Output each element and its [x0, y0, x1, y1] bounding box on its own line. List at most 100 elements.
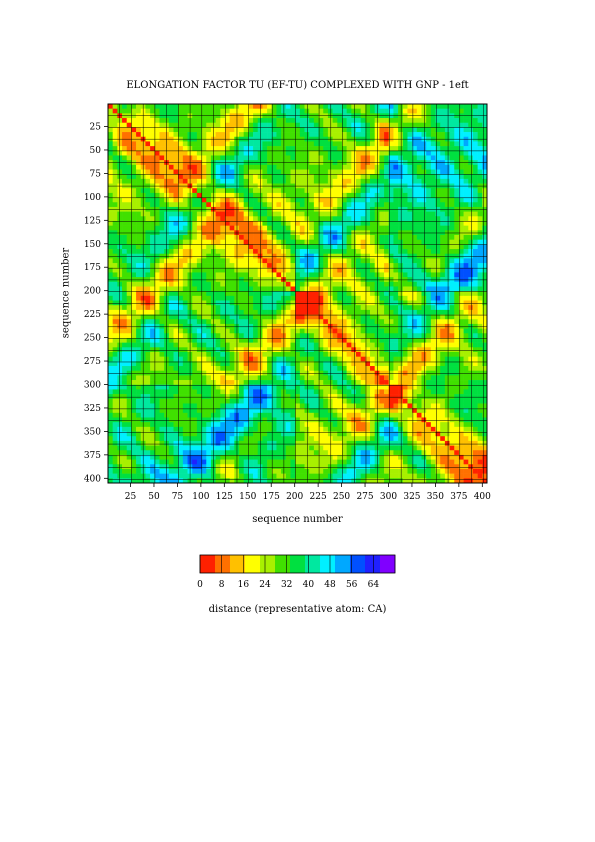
- heatmap-cell: [482, 333, 488, 339]
- heatmap-cell: [444, 127, 450, 133]
- heatmap-cell: [402, 300, 408, 306]
- heatmap-cell: [145, 202, 151, 208]
- heatmap-cell: [229, 319, 235, 325]
- heatmap-cell: [370, 169, 375, 175]
- heatmap-cell: [192, 347, 198, 353]
- heatmap-cell: [341, 351, 347, 357]
- heatmap-cell: [145, 150, 151, 156]
- heatmap-cell: [145, 146, 151, 152]
- heatmap-cell: [131, 281, 137, 287]
- heatmap-cell: [299, 323, 305, 329]
- heatmap-cell: [136, 333, 142, 339]
- heatmap-cell: [122, 104, 128, 109]
- heatmap-cell: [454, 216, 460, 222]
- heatmap-cell: [229, 132, 235, 138]
- heatmap-cell: [276, 141, 282, 147]
- heatmap-cell: [332, 333, 338, 339]
- heatmap-cell: [454, 295, 460, 301]
- heatmap-cell: [444, 258, 450, 264]
- heatmap-cell: [220, 323, 226, 329]
- heatmap-cell: [201, 216, 207, 222]
- heatmap-cell: [159, 267, 165, 273]
- heatmap-cell: [402, 305, 408, 311]
- heatmap-cell: [276, 225, 282, 231]
- heatmap-cell: [182, 146, 188, 152]
- heatmap-cell: [482, 127, 488, 133]
- heatmap-cell: [449, 220, 455, 226]
- heatmap-cell: [215, 347, 221, 353]
- heatmap-cell: [150, 244, 156, 250]
- heatmap-cell: [159, 286, 165, 292]
- heatmap-cell: [360, 281, 366, 287]
- heatmap-cell: [416, 174, 422, 180]
- heatmap-cell: [281, 337, 287, 343]
- heatmap-cell: [276, 155, 282, 161]
- heatmap-cell: [332, 197, 338, 203]
- heatmap-cell: [108, 225, 113, 231]
- heatmap-cell: [220, 202, 226, 208]
- heatmap-cell: [159, 380, 165, 386]
- heatmap-cell: [248, 389, 254, 395]
- heatmap-cell: [108, 272, 113, 278]
- heatmap-cell: [374, 305, 380, 311]
- heatmap-cell: [220, 258, 226, 264]
- heatmap-cell: [388, 323, 394, 329]
- heatmap-cell: [285, 169, 291, 175]
- heatmap-cell: [112, 380, 118, 386]
- heatmap-cell: [173, 164, 179, 170]
- heatmap-cell: [421, 366, 427, 371]
- heatmap-cell: [159, 389, 165, 395]
- heatmap-cell: [365, 169, 371, 175]
- heatmap-cell: [360, 249, 366, 255]
- heatmap-cell: [426, 258, 432, 264]
- heatmap-cell: [421, 286, 427, 292]
- heatmap-cell: [271, 258, 277, 264]
- heatmap-cell: [122, 263, 128, 269]
- heatmap-cell: [248, 267, 254, 273]
- heatmap-cell: [253, 258, 259, 264]
- heatmap-cell: [309, 146, 315, 152]
- heatmap-cell: [295, 356, 301, 362]
- heatmap-cell: [243, 380, 249, 386]
- heatmap-cell: [108, 291, 113, 297]
- heatmap-cell: [173, 220, 179, 226]
- heatmap-cell: [337, 300, 343, 306]
- heatmap-cell: [192, 366, 198, 371]
- heatmap-cell: [416, 258, 422, 264]
- heatmap-cell: [253, 146, 259, 152]
- heatmap-cell: [360, 333, 366, 339]
- heatmap-cell: [440, 104, 446, 109]
- heatmap-cell: [299, 272, 305, 278]
- heatmap-cell: [253, 347, 259, 353]
- heatmap-cell: [248, 295, 254, 301]
- heatmap-cell: [253, 169, 259, 175]
- heatmap-cell: [136, 192, 142, 198]
- heatmap-cell: [271, 235, 277, 240]
- heatmap-cell: [444, 150, 450, 156]
- heatmap-cell: [276, 150, 282, 156]
- heatmap-cell: [145, 211, 151, 217]
- heatmap-cell: [201, 328, 207, 334]
- heatmap-cell: [154, 323, 160, 329]
- heatmap-cell: [182, 291, 188, 297]
- heatmap-cell: [355, 267, 361, 273]
- heatmap-cell: [346, 132, 352, 138]
- heatmap-cell: [346, 146, 352, 152]
- heatmap-cell: [126, 174, 132, 180]
- heatmap-cell: [472, 235, 478, 240]
- heatmap-cell: [201, 384, 207, 390]
- heatmap-cell: [341, 202, 347, 208]
- heatmap-cell: [262, 202, 268, 208]
- heatmap-cell: [150, 220, 156, 226]
- heatmap-cell: [262, 197, 268, 203]
- heatmap-cell: [182, 286, 188, 292]
- heatmap-cell: [182, 249, 188, 255]
- heatmap-cell: [472, 366, 478, 371]
- heatmap-cell: [477, 366, 483, 371]
- heatmap-cell: [168, 211, 174, 217]
- heatmap-cell: [285, 356, 291, 362]
- heatmap-cell: [355, 220, 361, 226]
- heatmap-cell: [379, 127, 385, 133]
- heatmap-cell: [388, 249, 394, 255]
- heatmap-cell: [285, 118, 291, 124]
